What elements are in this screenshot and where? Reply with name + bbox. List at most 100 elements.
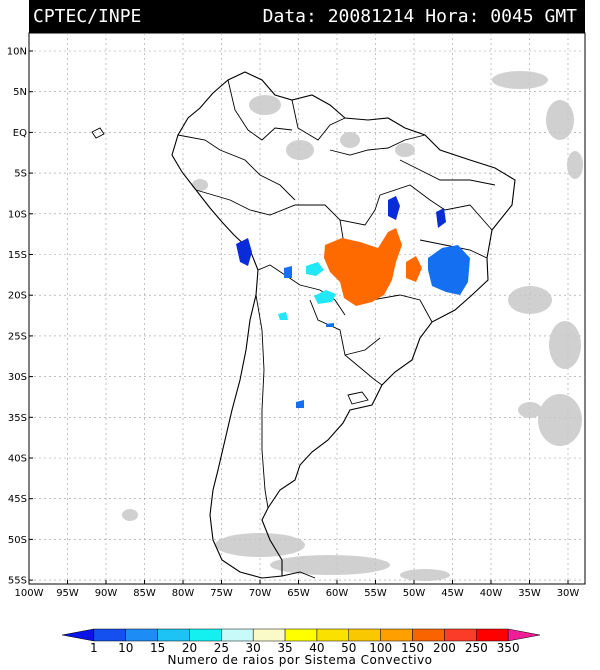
colorbar-tick-label: 50 bbox=[341, 641, 356, 655]
colorbar-tick-label: 250 bbox=[465, 641, 488, 655]
colorbar-tick-label: 35 bbox=[277, 641, 292, 655]
border bbox=[227, 79, 293, 141]
lon-label: 85W bbox=[133, 588, 156, 599]
lon-label: 70W bbox=[249, 588, 272, 599]
map-frame bbox=[28, 32, 586, 585]
colorbar-tick-label: 40 bbox=[309, 641, 324, 655]
system-cyan-3 bbox=[278, 312, 288, 320]
colorbar-tick-label: 200 bbox=[433, 641, 456, 655]
lat-label: 10S bbox=[8, 209, 27, 220]
cloud-patch bbox=[122, 509, 138, 521]
hour-label: Hora: bbox=[425, 6, 480, 27]
lon-label: 50W bbox=[403, 588, 426, 599]
date-label: Data: bbox=[262, 6, 317, 27]
source-label: CPTEC/INPE bbox=[33, 6, 142, 27]
timestamp: Data: 20081214 Hora: 0045 GMT bbox=[263, 0, 577, 33]
cloud-patch bbox=[395, 143, 415, 157]
colorbar-box bbox=[348, 628, 381, 642]
system-blue-south bbox=[296, 400, 304, 408]
lat-label: 40S bbox=[8, 454, 27, 465]
lon-label: 35W bbox=[518, 588, 541, 599]
lon-label: 60W bbox=[326, 588, 349, 599]
colorbar-box bbox=[380, 628, 413, 642]
island bbox=[347, 391, 369, 405]
lon-label: 90W bbox=[95, 588, 118, 599]
colorbar-box bbox=[221, 628, 254, 642]
colorbar-boxes bbox=[61, 628, 541, 642]
lat-label: 45S bbox=[8, 494, 27, 505]
cloud-patch bbox=[567, 151, 583, 179]
lon-label: 75W bbox=[210, 588, 233, 599]
title-bar: CPTEC/INPE Data: 20081214 Hora: 0045 GMT bbox=[29, 0, 585, 33]
lat-label: 5N bbox=[13, 87, 27, 98]
system-cyan-1 bbox=[306, 262, 324, 276]
cloud-patch bbox=[508, 286, 552, 314]
lat-label: 20S bbox=[8, 291, 27, 302]
latitude-labels: 10N 5N EQ 5S 10S 15S 20S 25S 30S 35S 40S 45S 50S 55S bbox=[7, 47, 33, 587]
border bbox=[177, 134, 296, 201]
lon-label: 65W bbox=[287, 588, 310, 599]
lon-label: 30W bbox=[557, 588, 580, 599]
colorbar-tick-label: 1 bbox=[90, 641, 98, 655]
system-blue-mid bbox=[284, 266, 292, 278]
colorbar-tick-labels: 1 10 15 20 25 30 35 40 50 100 150 200 250 350 bbox=[90, 641, 520, 655]
colorbar-tick-label: 20 bbox=[182, 641, 197, 655]
colorbar-box bbox=[507, 628, 541, 642]
galapagos-island bbox=[91, 127, 105, 139]
south-america-coastline bbox=[171, 71, 516, 579]
border bbox=[329, 134, 426, 156]
system-blue-west bbox=[236, 238, 252, 266]
timezone: GMT bbox=[544, 6, 577, 27]
lon-label: 40W bbox=[480, 588, 503, 599]
colorbar-box bbox=[412, 628, 445, 642]
colorbar-box bbox=[284, 628, 318, 642]
colorbar-box bbox=[189, 628, 222, 642]
colorbar-box bbox=[61, 628, 95, 642]
colorbar-tick-label: 30 bbox=[246, 641, 261, 655]
cloud-patch bbox=[249, 95, 281, 115]
border bbox=[257, 264, 346, 316]
system-orange-large bbox=[324, 228, 402, 306]
lon-label: 45W bbox=[441, 588, 464, 599]
system-orange-small bbox=[406, 256, 422, 282]
lat-label: 10N bbox=[7, 47, 27, 58]
system-blue-north bbox=[388, 196, 400, 220]
cloud-patch bbox=[400, 569, 450, 581]
system-blue-ne bbox=[436, 208, 446, 228]
longitude-labels: 100W 95W 90W 85W 80W 75W 70W 65W 60W 55W 50W 45W 40W… bbox=[15, 580, 580, 599]
cloud-patch bbox=[518, 402, 542, 418]
colorbar-box bbox=[125, 628, 158, 642]
date-value: 20081214 bbox=[327, 6, 415, 27]
tierra-del-fuego bbox=[281, 571, 316, 579]
cloud-patch bbox=[549, 321, 581, 369]
lat-label: 5S bbox=[14, 169, 27, 180]
cloud-patch bbox=[546, 100, 574, 140]
lon-label: 55W bbox=[364, 588, 387, 599]
lat-label: 25S bbox=[8, 331, 27, 342]
colorbar-title: Numero de raios por Sistema Convectivo bbox=[167, 653, 433, 667]
border bbox=[379, 184, 493, 231]
lat-label: 35S bbox=[8, 413, 27, 424]
cloud-patch bbox=[340, 132, 360, 148]
lon-label: 80W bbox=[172, 588, 195, 599]
colorbar-box bbox=[444, 628, 477, 642]
lon-label: 100W bbox=[15, 588, 44, 599]
hour-value: 0045 bbox=[490, 6, 534, 27]
cloud-patch bbox=[192, 179, 208, 191]
cloud-patch bbox=[538, 394, 582, 446]
system-blue-east bbox=[428, 245, 470, 295]
cloud-patch bbox=[215, 533, 305, 557]
colorbar-tick-label: 15 bbox=[150, 641, 165, 655]
colorbar-tick-label: 25 bbox=[214, 641, 229, 655]
border bbox=[399, 159, 496, 186]
border bbox=[309, 299, 381, 356]
colorbar-box bbox=[316, 628, 350, 642]
lat-label: 30S bbox=[8, 372, 27, 383]
colorbar-box bbox=[157, 628, 190, 642]
cloud-cover bbox=[122, 71, 583, 581]
border bbox=[344, 354, 383, 386]
cloud-patch bbox=[286, 140, 314, 160]
lat-label: EQ bbox=[13, 128, 27, 139]
